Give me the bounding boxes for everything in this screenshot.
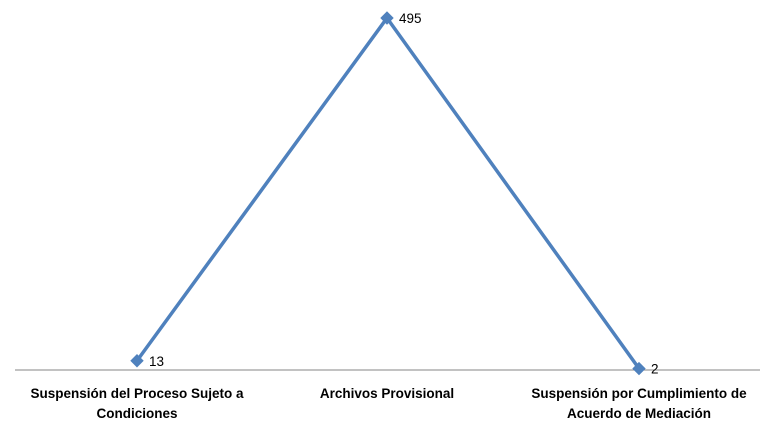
category-tick-label-line: Archivos Provisional <box>319 386 455 401</box>
category-tick-label: Archivos Provisional <box>262 384 512 404</box>
data-point-marker <box>380 11 394 25</box>
data-label: 13 <box>149 354 164 369</box>
category-tick-label-line: Acuerdo de Mediación <box>566 406 712 421</box>
data-point-marker <box>632 361 646 376</box>
category-tick-label: Suspensión del Proceso Sujeto a Condicion… <box>12 384 262 424</box>
category-tick-label-line: Suspensión del Proceso Sujeto a <box>30 386 244 401</box>
data-label: 2 <box>651 362 659 377</box>
category-tick-label-line: Suspensión por Cumplimiento de <box>531 386 747 401</box>
data-point-marker <box>130 354 144 368</box>
data-label: 495 <box>399 11 422 26</box>
category-tick-label: Suspensión por Cumplimiento de Acuerdo de… <box>514 384 760 424</box>
category-tick-label-line: Condiciones <box>96 406 178 421</box>
series-line <box>135 16 641 370</box>
